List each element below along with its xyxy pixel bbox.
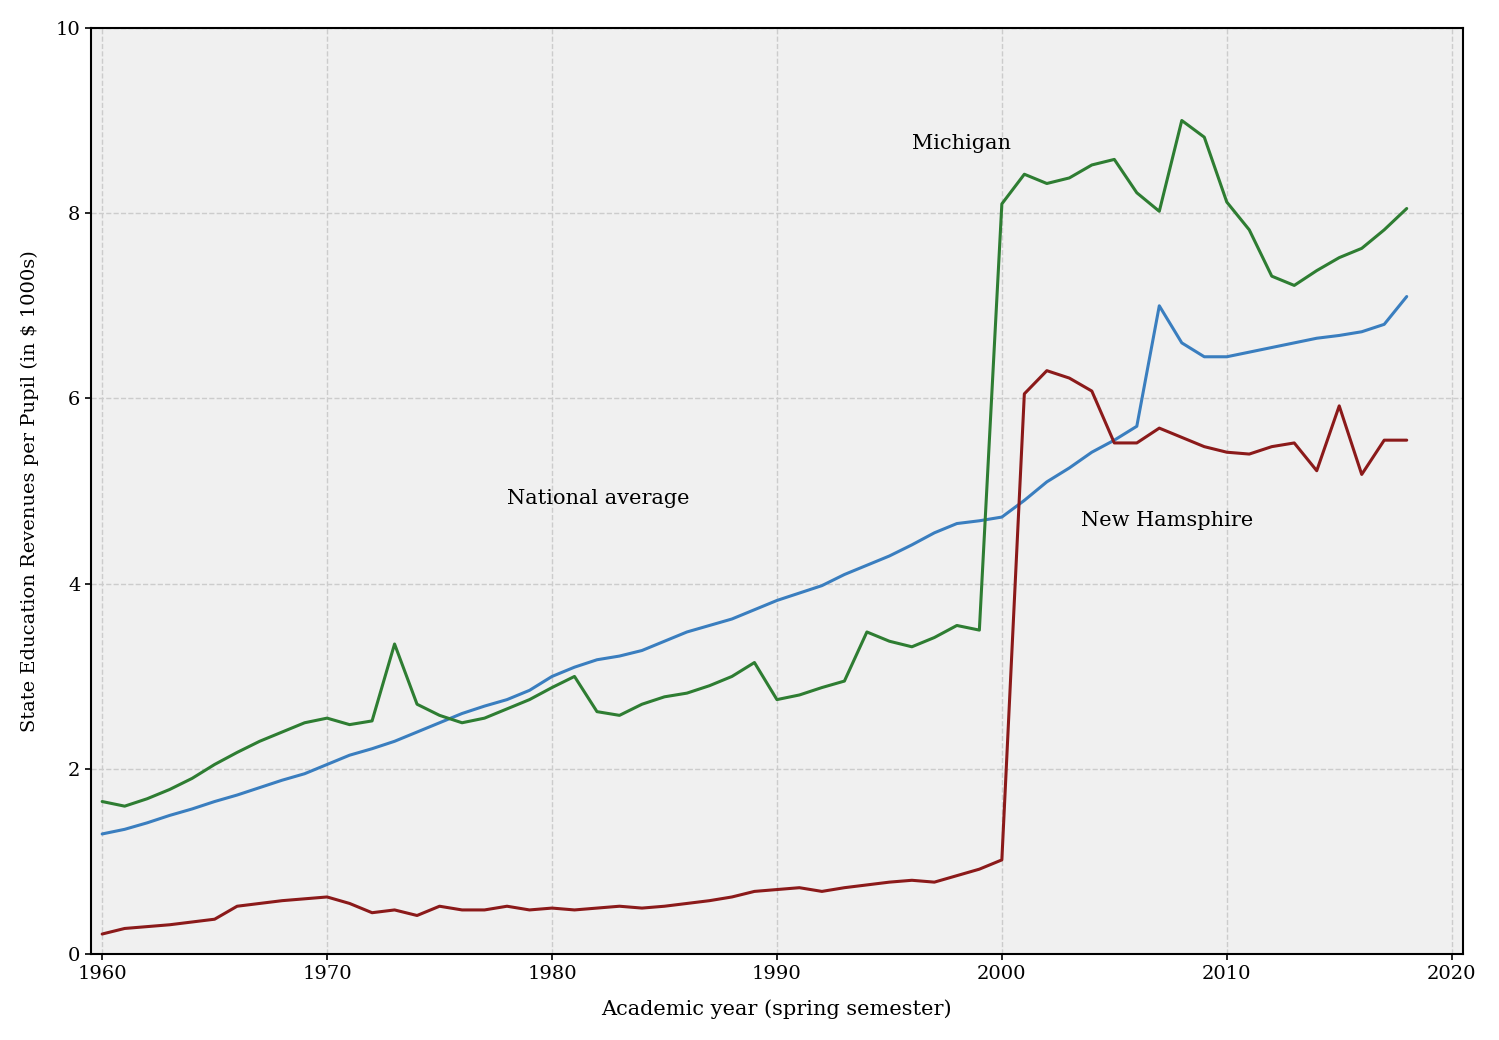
X-axis label: Academic year (spring semester): Academic year (spring semester) (601, 999, 952, 1019)
Y-axis label: State Education Revenues per Pupil (in $ 1000s): State Education Revenues per Pupil (in $… (21, 251, 39, 732)
Text: Michigan: Michigan (911, 134, 1010, 153)
Text: New Hamsphire: New Hamsphire (1081, 511, 1253, 530)
Text: National average: National average (507, 489, 690, 508)
